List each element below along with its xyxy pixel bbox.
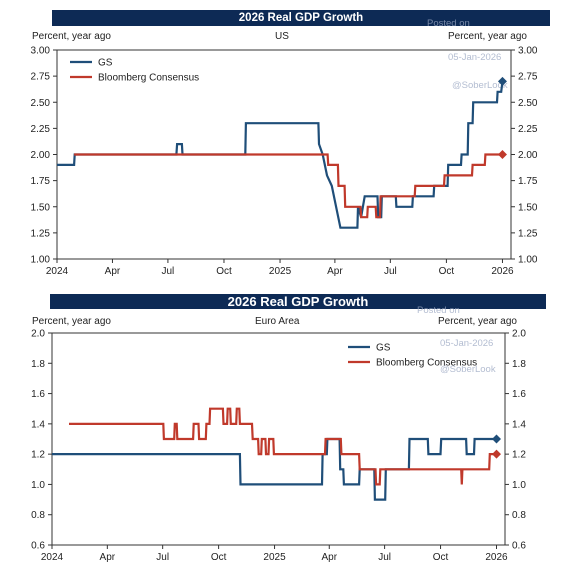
y-tick-label-left: 2.75 [31,72,51,83]
watermark-posted: Posted on [427,18,470,29]
consensus-end-marker [497,150,507,159]
us-gdp-chart: 1.00 1.00 1.25 1.25 1.50 1.50 1.75 1.75 2.00 2.00… [31,46,538,278]
y-tick-label-left: 2.0 [31,329,45,340]
left-axis-unit-label: Percent, year ago [32,31,111,42]
x-tick-label: Apr [100,552,116,563]
chart-banner-title: 2026 Real GDP Growth [50,294,546,309]
y-tick-label-left: 1.2 [31,450,45,461]
y-tick-label-right: 1.75 [518,176,538,187]
y-tick-label-right: 1.25 [518,228,538,239]
legend-label: Bloomberg Consensus [376,358,477,369]
x-tick-label: 2026 [485,552,508,563]
y-tick-label-right: 3.00 [518,46,538,57]
y-tick-label-right: 1.6 [512,389,526,400]
x-tick-label: Apr [327,266,343,277]
y-tick-label-left: 1.4 [31,419,45,430]
x-tick-label: Oct [211,552,227,563]
watermark-date: 05-Jan-2026 [440,338,494,349]
gs-end-marker [497,76,507,86]
y-tick-label-left: 1.6 [31,389,45,400]
y-tick-label-left: 2.25 [31,124,51,135]
x-tick-label: Oct [433,552,449,563]
x-tick-label: 2025 [263,552,286,563]
y-tick-label-right: 2.50 [518,98,538,109]
right-axis-unit-label: Percent, year ago [448,31,527,42]
x-tick-label: Apr [105,266,121,277]
legend-label: GS [98,58,113,69]
right-axis-unit-label: Percent, year ago [438,316,517,327]
y-tick-label-right: 2.00 [518,150,538,161]
y-tick-label-left: 3.00 [31,46,51,57]
chart-banner-title: 2026 Real GDP Growth [52,10,550,26]
y-tick-label-right: 1.00 [518,255,538,266]
watermark-handle: @SoberLook [440,364,496,375]
y-tick-label-left: 0.6 [31,541,45,552]
y-tick-label-left: 2.50 [31,98,51,109]
watermark-posted: Posted on [417,305,460,316]
euro-chart-panel: 2026 Real GDP Growth Percent, year ago E… [0,292,565,574]
consensus-series-line [69,407,497,486]
y-tick-label-right: 1.4 [512,419,526,430]
x-tick-label: Jul [384,266,397,277]
x-tick-label: Jul [156,552,169,563]
x-tick-label: Jul [378,552,391,563]
consensus-end-marker [491,449,501,459]
y-tick-label-left: 1.75 [31,176,51,187]
chart-region-label: US [275,31,289,42]
x-tick-label: 2024 [41,552,64,563]
x-tick-label: Jul [162,266,175,277]
y-tick-label-left: 1.00 [31,255,51,266]
euro-gdp-chart: 0.6 0.6 0.8 0.8 1.0 1.0 1.2 1.2 1.4 1.4 1.6 1.6 1.8 1… [31,329,526,564]
y-tick-label-right: 2.25 [518,124,538,135]
gs-end-marker [491,434,501,444]
watermark-handle: @SoberLook [452,80,508,91]
y-tick-label-right: 1.50 [518,202,538,213]
y-tick-label-right: 1.0 [512,480,526,491]
legend-label: Bloomberg Consensus [98,73,199,84]
legend-label: GS [376,343,391,354]
y-tick-label-left: 0.8 [31,510,45,521]
y-tick-label-left: 1.50 [31,202,51,213]
x-tick-label: Apr [321,552,337,563]
y-tick-label-left: 1.8 [31,359,45,370]
x-tick-label: 2025 [269,266,292,277]
chart-region-label: Euro Area [255,316,300,327]
y-tick-label-left: 1.0 [31,480,45,491]
y-tick-label-left: 2.00 [31,150,51,161]
us-chart-panel: 2026 Real GDP Growth Percent, year ago U… [0,0,565,282]
y-tick-label-right: 0.8 [512,510,526,521]
watermark-date: 05-Jan-2026 [448,52,502,63]
x-tick-label: Oct [216,266,232,277]
x-tick-label: Oct [439,266,455,277]
y-tick-label-right: 1.8 [512,359,526,370]
y-tick-label-right: 1.2 [512,450,526,461]
y-tick-label-left: 1.25 [31,228,51,239]
x-tick-label: 2026 [491,266,514,277]
y-tick-label-right: 0.6 [512,541,526,552]
x-tick-label: 2024 [46,266,69,277]
y-tick-label-right: 2.0 [512,329,526,340]
plot-frame [51,332,506,546]
y-tick-label-right: 2.75 [518,72,538,83]
left-axis-unit-label: Percent, year ago [32,316,111,327]
consensus-series-line [74,153,503,219]
